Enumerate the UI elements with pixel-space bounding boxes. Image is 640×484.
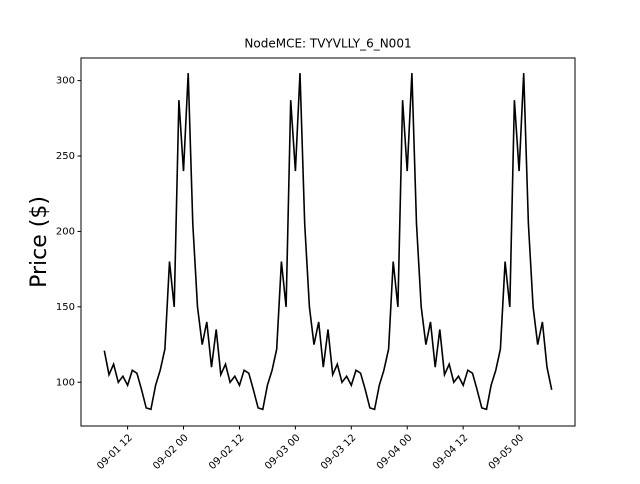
y-tick-label: 150 <box>56 302 75 313</box>
x-tick-label: 09-04 12 <box>431 432 471 472</box>
x-tick-label: 09-05 00 <box>487 432 527 472</box>
x-tick-label: 09-01 12 <box>95 432 135 472</box>
x-tick-label: 09-04 00 <box>375 432 415 472</box>
y-tick-label: 250 <box>56 151 75 162</box>
x-tick-label: 09-02 12 <box>207 432 247 472</box>
y-axis-label: Price ($) <box>27 196 52 288</box>
x-tick-label: 09-03 00 <box>263 432 303 472</box>
chart-title: NodeMCE: TVYVLLY_6_N001 <box>244 37 411 51</box>
y-tick-label: 200 <box>56 226 75 237</box>
plot-frame <box>80 57 576 427</box>
y-tick-label: 300 <box>56 76 75 87</box>
price-line <box>103 73 553 411</box>
x-tick-label: 09-03 12 <box>319 432 359 472</box>
y-tick-label: 100 <box>56 377 75 388</box>
x-tick-label: 09-02 00 <box>151 432 191 472</box>
